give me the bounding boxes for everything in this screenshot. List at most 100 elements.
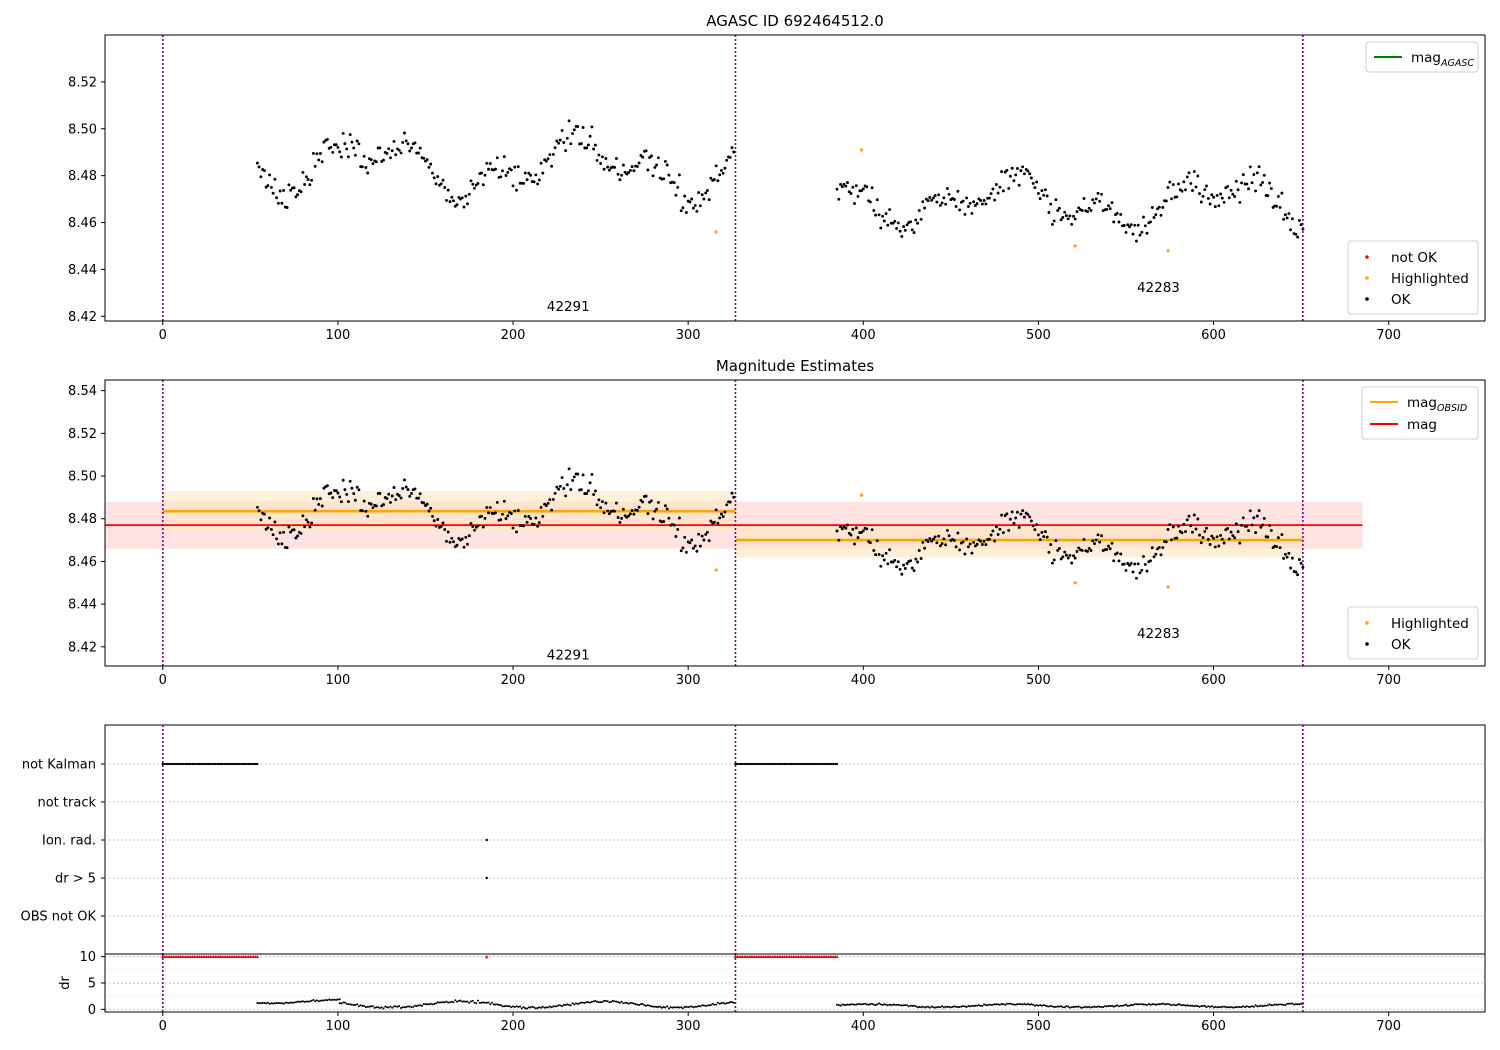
dr-point: [713, 1003, 716, 1006]
flag-point: [779, 762, 783, 766]
ok-point: [1226, 527, 1230, 530]
dr-point: [624, 1001, 627, 1004]
ok-point: [1054, 198, 1058, 202]
dr-point: [576, 1003, 579, 1005]
flag-point: [244, 762, 247, 766]
ok-point: [1205, 184, 1208, 188]
ok-point: [1008, 517, 1012, 521]
ok-point: [966, 205, 970, 208]
dr-point: [431, 1003, 434, 1006]
dr-point: [513, 1006, 516, 1008]
ok-point: [432, 176, 436, 180]
ok-point: [1259, 525, 1263, 529]
ok-point: [1250, 523, 1254, 527]
dr-point: [904, 1004, 907, 1007]
dr-point: [615, 1000, 618, 1003]
ok-point: [527, 515, 531, 518]
flag-point: [221, 762, 224, 766]
ok-point: [930, 539, 934, 543]
ok-point: [882, 558, 886, 562]
ok-point: [940, 542, 944, 546]
dr-point: [1273, 1003, 1276, 1006]
ok-point: [909, 559, 913, 563]
dr-point: [1021, 1003, 1024, 1006]
dr-point: [1112, 1005, 1115, 1008]
dr-point: [1221, 1005, 1224, 1008]
ok-point: [1031, 181, 1035, 185]
ok-point: [707, 539, 711, 543]
ok-point: [317, 158, 321, 162]
ok-point: [665, 163, 669, 167]
ok-point: [702, 197, 706, 201]
ok-point: [994, 183, 998, 186]
x-tick-label: 600: [1201, 1019, 1226, 1034]
ok-point: [501, 169, 504, 173]
dr-point: [878, 1002, 881, 1005]
dr-point: [652, 1005, 655, 1008]
flag-point: [247, 762, 250, 766]
dr-point: [452, 1001, 455, 1004]
dr-point: [655, 1005, 658, 1008]
dr-point: [303, 1000, 306, 1003]
flag-point: [771, 762, 774, 766]
ok-point: [1042, 535, 1046, 539]
ok-point: [721, 515, 725, 519]
ok-point: [294, 195, 298, 199]
dr-point: [953, 1005, 956, 1008]
ok-point: [1177, 524, 1180, 528]
x-tick-label: 700: [1376, 673, 1401, 688]
ok-point: [905, 223, 909, 227]
ok-point: [1294, 232, 1298, 236]
y-tick-label: 8.44: [68, 598, 97, 613]
ok-point: [550, 508, 554, 512]
ok-point: [1064, 214, 1068, 218]
ok-point: [1133, 562, 1137, 566]
dr-point: [639, 1003, 642, 1006]
dr-point: [1033, 1004, 1036, 1007]
ok-point: [1185, 175, 1189, 179]
ok-point: [1066, 217, 1070, 221]
dr-clipped-marker: [835, 955, 839, 959]
ok-point: [268, 516, 272, 520]
ok-point: [532, 522, 536, 526]
ok-point: [623, 170, 627, 174]
dr-point: [611, 999, 614, 1002]
ok-point: [1093, 542, 1096, 546]
ok-point: [339, 155, 343, 159]
ok-point: [445, 198, 448, 202]
dr-point: [464, 1000, 467, 1003]
ok-point: [1117, 559, 1121, 563]
ok-point: [1036, 191, 1040, 195]
flag-point: [168, 762, 171, 766]
ok-point: [434, 182, 438, 186]
ok-point: [406, 142, 410, 146]
dr-point: [1067, 1005, 1070, 1008]
ok-point: [268, 173, 272, 177]
ok-point: [1047, 550, 1051, 554]
legend-point-swatch: [1365, 297, 1369, 301]
ok-point: [448, 200, 452, 204]
ok-point: [417, 496, 420, 500]
y-tick-label: 10: [79, 950, 96, 965]
ok-point: [910, 228, 914, 232]
ok-point: [982, 199, 986, 202]
ok-point: [695, 549, 699, 553]
dr-point: [482, 1001, 485, 1004]
dr-point: [410, 1006, 413, 1009]
dr-point: [1054, 1006, 1057, 1008]
dr-point: [435, 1002, 437, 1005]
flag-point: [485, 876, 488, 880]
dr-point: [1258, 1005, 1261, 1008]
dr-point: [468, 1001, 471, 1004]
ok-point: [702, 538, 706, 542]
obsid-label: 42291: [547, 299, 590, 315]
flag-point: [233, 762, 236, 766]
x-tick-label: 0: [159, 328, 167, 343]
ok-point: [919, 557, 923, 560]
ok-point: [1017, 183, 1021, 187]
ok-point: [937, 534, 941, 538]
dr-point: [1109, 1005, 1112, 1007]
ok-point: [646, 512, 650, 516]
ok-point: [690, 538, 694, 542]
